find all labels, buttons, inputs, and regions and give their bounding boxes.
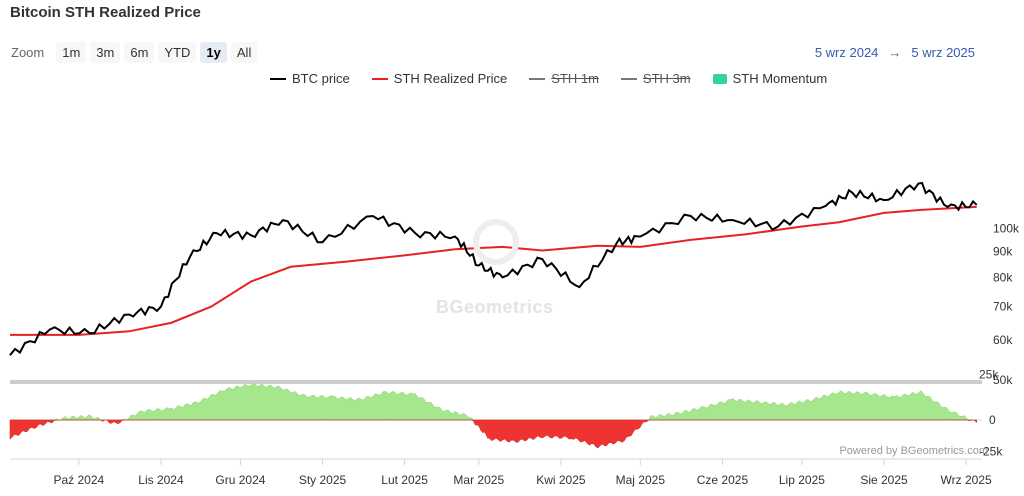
watermark: BGeometrics [436,297,554,317]
legend-swatch [270,77,286,80]
sth-realized-price-line [10,205,977,336]
y-tick-label: 90k [993,245,1013,259]
legend-swatch [712,73,727,84]
watermark-logo [473,219,519,265]
zoom-button-ytd[interactable]: YTD [158,42,197,63]
x-tick-label: Sie 2025 [860,473,908,487]
zoom-button-1m[interactable]: 1m [56,42,87,63]
legend-item-btc-price[interactable]: BTC price [270,71,350,86]
momentum-positive-area [10,383,977,421]
x-tick-label: Kwi 2025 [536,473,586,487]
legend-item-sth-realized[interactable]: STH Realized Price [371,71,508,86]
legend-label: BTC price [292,71,350,86]
range-to[interactable]: 5 wrz 2025 [911,45,975,60]
legend-label: STH Momentum [732,71,828,86]
x-tick-label: Maj 2025 [616,473,666,487]
pane-divider [10,380,982,384]
legend-item-sth-1m[interactable]: STH 1m [529,71,599,86]
legend-item-sth-3m[interactable]: STH 3m [620,71,691,86]
legend: BTC price STH Realized Price STH 1m STH … [270,71,827,86]
lower-y-tick-label: 25k [979,367,999,381]
lower-y-tick-label: -25k [979,445,1003,459]
range-arrow: → [888,45,902,60]
x-tick-label: Lis 2024 [138,473,184,487]
legend-swatch [529,77,546,80]
legend-label: STH 3m [642,71,691,86]
legend-item-sth-momentum[interactable]: STH Momentum [712,71,828,86]
x-tick-label: Sty 2025 [299,473,347,487]
zoom-button-3m[interactable]: 3m [90,42,121,63]
range-from[interactable]: 5 wrz 2024 [814,45,879,60]
momentum-negative-area [9,419,977,449]
x-tick-label: Mar 2025 [453,473,504,487]
y-tick-label: 100k [993,222,1020,236]
x-tick-label: Gru 2024 [215,473,265,487]
y-tick-label: 70k [993,300,1013,314]
zoom-button-all[interactable]: All [230,42,258,63]
y-tick-label: 50k [993,373,1013,387]
date-range: 5 wrz 2024 → 5 wrz 2025 [815,45,975,60]
zoom-button-6m[interactable]: 6m [124,42,155,63]
btc-price-line [9,181,978,356]
legend-swatch [371,77,388,80]
legend-label: STH Realized Price [393,71,508,86]
legend-label: STH 1m [551,71,599,86]
chart-title: Bitcoin STH Realized Price [10,4,201,21]
x-tick-label: Paź 2024 [54,473,105,487]
y-tick-label: 80k [993,270,1013,284]
x-tick-label: Cze 2025 [697,473,749,487]
zoom-label: Zoom [11,45,45,60]
legend-swatch [620,77,637,80]
zoom-bar: Zoom 1m 3m 6m YTD 1y All [11,42,258,63]
x-tick-label: Lip 2025 [779,473,825,487]
y-tick-label: 60k [993,333,1013,347]
lower-y-tick-label: 0 [989,413,996,427]
x-tick-label: Wrz 2025 [941,473,992,487]
credit-link[interactable]: Powered by BGeometrics.com [839,445,988,457]
zoom-button-1y[interactable]: 1y [200,42,227,63]
x-tick-label: Lut 2025 [381,473,428,487]
